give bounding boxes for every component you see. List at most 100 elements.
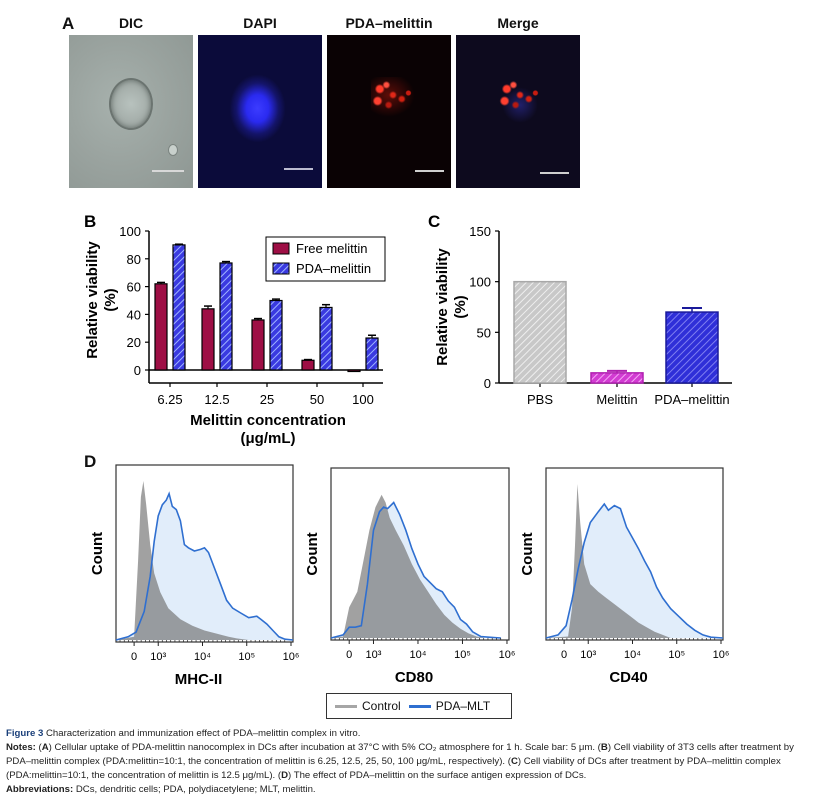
pda-mlt-histogram-line	[330, 501, 501, 639]
c-y-tick-label: 150	[469, 224, 491, 239]
b-bar-pda-melittin	[365, 337, 379, 371]
histogram-x-tick-label: 10⁵	[238, 651, 255, 663]
c-x-tick-label: PBS	[527, 392, 553, 407]
red-signal	[498, 77, 542, 117]
b-legend-swatch-pda-melittin	[272, 262, 290, 275]
c-ylabel-line1: Relative viability	[434, 248, 451, 366]
legend-label-control: Control	[362, 699, 401, 713]
notes-label: Notes:	[6, 742, 36, 753]
b-bar-pda-melittin	[319, 306, 333, 371]
c-bar-pbs	[513, 280, 567, 384]
control-swatch	[335, 705, 357, 709]
notes-a: Cellular uptake of PDA-melittin nanocomp…	[54, 742, 596, 753]
notes-b: Cell viability of 3T3 cells after treatm…	[6, 742, 794, 767]
legend-label-pda-mlt: PDA–MLT	[435, 699, 491, 713]
scale-bar	[284, 168, 313, 170]
b-bar-pda-melittin	[219, 262, 233, 371]
caption-title-line: Figure 3 Characterization and immunizati…	[6, 727, 806, 741]
pda-mlt-histogram-line	[545, 502, 724, 639]
b-legend-swatch-free-melittin	[272, 242, 290, 255]
histogram-ylabel: Count	[519, 532, 536, 575]
b-bar-pda-melittin	[269, 299, 283, 371]
cell-body	[109, 78, 153, 130]
b-bar-free-melittin	[347, 369, 361, 373]
histogram-ylabel: Count	[304, 532, 321, 575]
c-ylabel-line2: (%)	[452, 295, 469, 318]
panel-label-b: B	[84, 212, 96, 231]
b-bar-free-melittin	[154, 283, 168, 371]
abbreviations-label: Abbreviations:	[6, 784, 74, 795]
c-bar-pda-melittin	[665, 311, 719, 384]
histogram-legend: Control PDA–MLT	[326, 693, 512, 719]
figure-title: Characterization and immunization effect…	[46, 728, 361, 739]
red-signal	[371, 77, 415, 117]
b-xlabel-line2: (μg/mL)	[241, 430, 296, 447]
c-y-tick-label: 0	[484, 376, 491, 391]
image-title-dic: DIC	[118, 15, 144, 31]
dapi-image	[198, 35, 322, 188]
pda-melittin-image	[327, 35, 451, 188]
histogram-x-tick-label: 0	[346, 649, 352, 661]
histogram-x-tick-label: 10⁶	[713, 649, 730, 661]
b-y-tick-label: 100	[119, 224, 141, 239]
c-bar-melittin	[590, 372, 644, 384]
panel-label-c: C	[428, 212, 440, 231]
b-legend-label-pda-melittin: PDA–melittin	[296, 261, 371, 276]
histogram-x-tick-label: 10⁴	[194, 651, 211, 663]
pda-mlt-swatch	[408, 705, 431, 709]
c-y-tick-label: 50	[477, 325, 491, 340]
histogram-x-tick-label: 10⁶	[283, 651, 300, 663]
notes-c: Cell viability of DCs after treatment by…	[6, 756, 781, 781]
histogram-x-tick-label: 10³	[366, 649, 382, 661]
chart-b: B 0 20 40 60 80 100 6.25 12.5 25 50 100 Free melit…	[84, 212, 386, 447]
image-title-merge: Merge	[497, 15, 539, 31]
b-x-tick-label: 50	[310, 392, 324, 407]
b-x-tick-label: 12.5	[204, 392, 229, 407]
b-x-tick-label: 100	[352, 392, 374, 407]
control-histogram	[546, 484, 671, 638]
histogram-x-tick-label: 0	[561, 649, 567, 661]
histogram-x-tick-label: 10⁴	[624, 649, 641, 661]
panel-label-a: A	[62, 14, 75, 33]
image-title-pda-melittin: PDA–melittin	[345, 15, 433, 31]
b-y-tick-label: 20	[127, 335, 141, 350]
b-x-tick-label: 6.25	[157, 392, 182, 407]
histogram-plot-mhc-ii: 0 10³ 10⁴ 10⁵ 10⁶ MHC-II Count	[89, 464, 300, 688]
caption-abbreviations: Abbreviations: DCs, dendritic cells; PDA…	[6, 783, 806, 797]
histogram-plot-cd80: 0 10³ 10⁴ 10⁵ 10⁶ CD80 Count	[304, 467, 515, 686]
b-ylabel-line1: Relative viability	[84, 241, 101, 359]
control-histogram	[116, 481, 249, 640]
figure-caption: Figure 3 Characterization and immunizati…	[6, 727, 806, 797]
image-title-dapi: DAPI	[243, 15, 277, 31]
legend-item-control: Control	[335, 699, 401, 713]
histogram-x-tick-label: 10³	[580, 649, 596, 661]
b-y-tick-label: 0	[134, 363, 141, 378]
legend-item-pda-mlt: PDA–MLT	[408, 699, 491, 713]
abbreviations-text: DCs, dendritic cells; PDA, polydiacetyle…	[75, 784, 316, 795]
b-bar-free-melittin	[201, 308, 215, 371]
scale-bar	[540, 172, 569, 174]
b-y-tick-label: 60	[127, 280, 141, 295]
caption-notes: Notes: (A) Cellular uptake of PDA-melitt…	[6, 742, 794, 781]
c-x-tick-label: Melittin	[596, 392, 637, 407]
histogram-xlabel: CD80	[395, 669, 433, 686]
histogram-xlabel: MHC-II	[175, 671, 223, 688]
histogram-x-tick-label: 10⁴	[409, 649, 426, 661]
scale-bar	[415, 170, 444, 172]
scale-bar	[152, 170, 184, 172]
b-legend-label-free-melittin: Free melittin	[296, 241, 368, 256]
c-x-tick-label: PDA–melittin	[654, 392, 729, 407]
figure-label: Figure 3	[6, 728, 44, 739]
histogram-xlabel: CD40	[609, 669, 647, 686]
c-y-tick-label: 100	[469, 275, 491, 290]
histogram-x-tick-label: 0	[131, 651, 137, 663]
b-ylabel-line2: (%)	[102, 288, 119, 311]
b-y-tick-label: 40	[127, 307, 141, 322]
b-bar-free-melittin	[251, 319, 265, 371]
histogram-x-tick-label: 10⁵	[454, 649, 471, 661]
histogram-plot-cd40: 0 10³ 10⁴ 10⁵ 10⁶ CD40 Count	[519, 467, 730, 686]
b-xlabel-line1: Melittin concentration	[190, 412, 346, 429]
chart-d: 0 10³ 10⁴ 10⁵ 10⁶ MHC-II Count 0 10³ 10⁴ 10⁵ 10⁶ CD8…	[89, 464, 730, 688]
pda-mlt-histogram-line	[115, 491, 294, 641]
histogram-ylabel: Count	[89, 532, 106, 575]
